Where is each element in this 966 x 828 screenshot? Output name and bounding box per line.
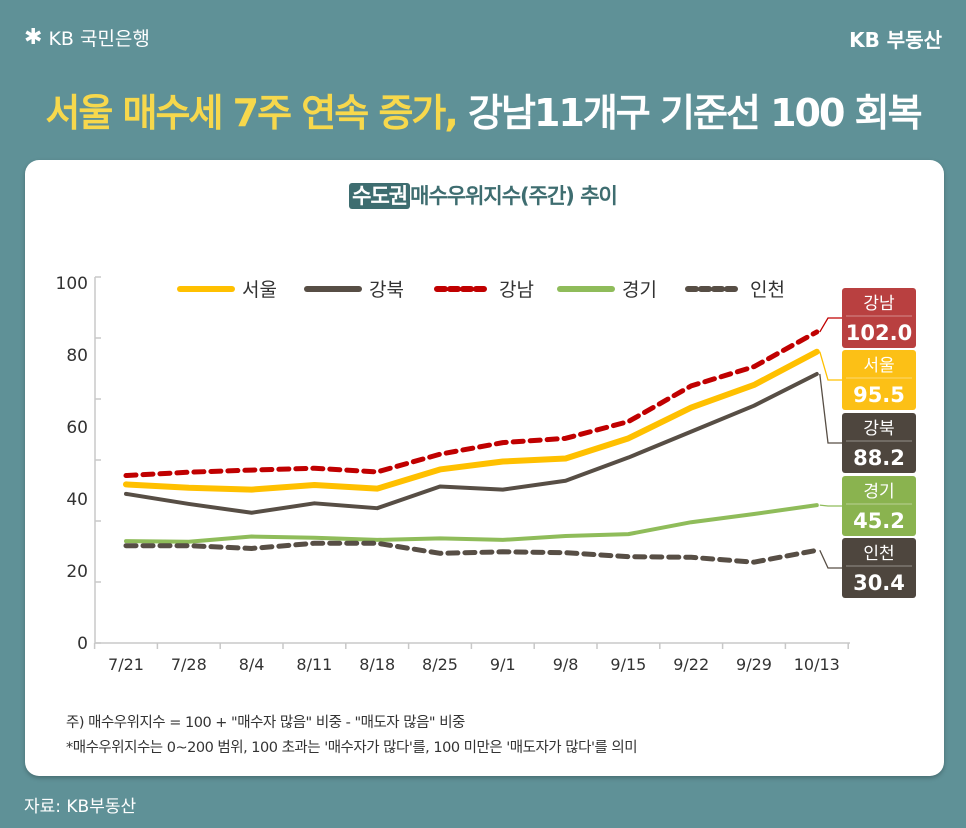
end-label-value: 30.4 [853, 571, 905, 595]
legend-label: 강남 [499, 279, 534, 301]
y-tick-label: 20 [66, 562, 88, 582]
series-line-1 [124, 371, 819, 515]
series-line-2 [123, 329, 820, 479]
end-label-connector [819, 373, 842, 444]
y-tick-label: 100 [56, 274, 88, 294]
x-tick-label: 8/4 [239, 655, 265, 674]
end-label-name: 서울 [863, 356, 894, 376]
end-label-name: 강북 [863, 419, 894, 439]
end-label-name: 경기 [863, 482, 894, 502]
chart-title-badge: 수도권 [349, 183, 411, 209]
end-label-value: 88.2 [853, 446, 905, 470]
legend-label: 강북 [369, 279, 404, 301]
x-tick-label: 9/15 [610, 655, 646, 674]
y-tick-label: 60 [66, 418, 88, 438]
end-label-value: 45.2 [853, 509, 905, 533]
x-tick-label: 9/29 [736, 655, 772, 674]
x-tick-label: 7/21 [108, 655, 144, 674]
legend-label: 경기 [622, 279, 657, 301]
end-label-name: 강남 [863, 294, 895, 314]
end-label-connector [819, 504, 842, 507]
headline-highlight: 서울 매수세 7주 연속 증가, [45, 91, 458, 135]
x-tick-label: 8/25 [422, 655, 458, 674]
end-label-box [842, 413, 916, 473]
brand-label: KB 부동산 [849, 28, 942, 52]
end-label-value: 95.5 [853, 383, 905, 407]
source-label: 자료: KB부동산 [24, 797, 137, 817]
x-tick-label: 9/8 [553, 655, 579, 674]
y-tick-label: 40 [66, 490, 88, 510]
kb-kookmin-logo: ✱ KB 국민은행 [24, 24, 150, 51]
x-tick-label: 8/11 [296, 655, 332, 674]
series-line-3 [124, 503, 819, 544]
end-label-box [842, 288, 916, 348]
kb-star-icon: ✱ [24, 25, 43, 50]
end-label-connector [819, 550, 842, 569]
end-label-connector [819, 351, 842, 381]
x-tick-label: 9/1 [490, 655, 516, 674]
end-label-box [842, 538, 916, 598]
headline: 서울 매수세 7주 연속 증가, 강남11개구 기준선 100 회복 [0, 82, 966, 137]
series-line-0 [123, 348, 820, 493]
headline-rest: 강남11개구 기준선 100 회복 [456, 91, 923, 135]
legend-label: 서울 [242, 279, 277, 301]
end-label-connector [819, 317, 842, 333]
end-label-value: 102.0 [846, 321, 912, 345]
end-label-box [842, 350, 916, 410]
note-range: *매수우위지수는 0~200 범위, 100 초과는 '매수자가 많다'를, 1… [66, 740, 638, 756]
y-tick-label: 0 [77, 634, 88, 654]
y-tick-label: 80 [66, 346, 88, 366]
x-tick-label: 8/18 [359, 655, 395, 674]
end-label-box [842, 476, 916, 536]
x-tick-label: 7/28 [171, 655, 207, 674]
logo-text: KB 국민은행 [48, 28, 150, 50]
note-formula: 주) 매수우위지수 = 100 + "매수자 많음" 비중 - "매도자 많음"… [66, 715, 465, 731]
end-label-name: 인천 [863, 544, 894, 564]
legend-label: 인천 [750, 279, 785, 301]
chart-title: 수도권 매수우위지수(주간) 추이 [0, 180, 966, 210]
chart-card [25, 160, 944, 776]
x-tick-label: 9/22 [673, 655, 709, 674]
x-tick-label: 10/13 [794, 655, 840, 674]
series-line-4 [123, 540, 820, 565]
chart-title-text: 매수우위지수(주간) 추이 [410, 184, 618, 208]
